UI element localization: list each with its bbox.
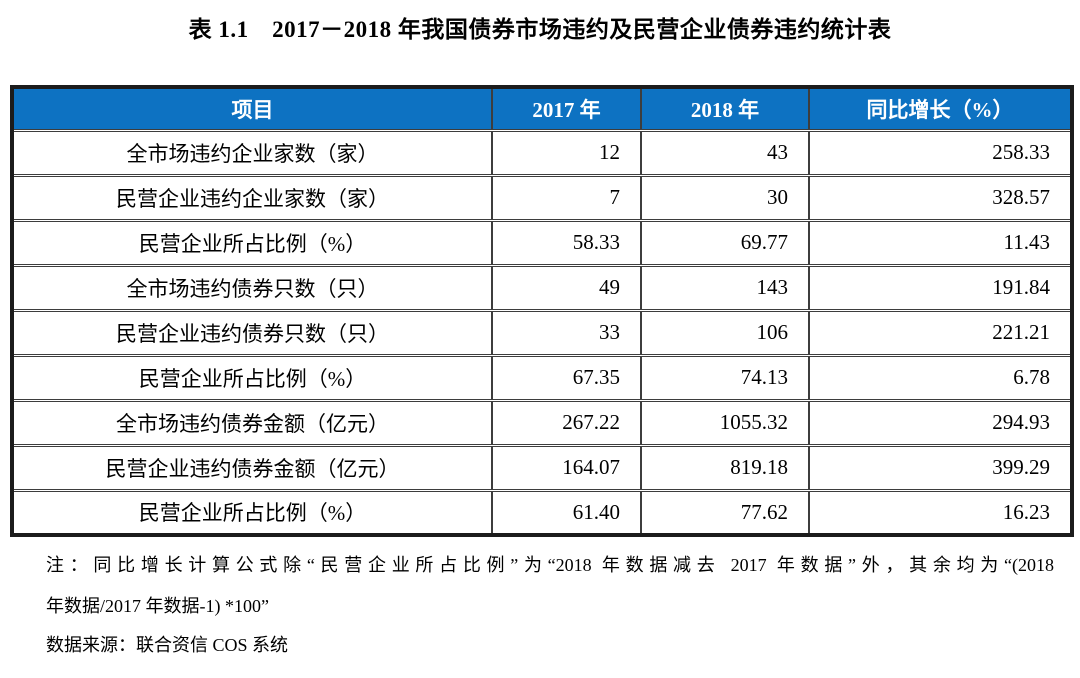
row-label: 民营企业所占比例（%） — [11, 353, 493, 402]
cell-2018: 77.62 — [640, 488, 810, 537]
cell-growth: 221.21 — [808, 308, 1073, 357]
table-row: 民营企业违约企业家数（家） 7 30 328.57 — [11, 173, 1073, 222]
cell-growth: 11.43 — [808, 218, 1073, 267]
cell-2017: 7 — [491, 173, 642, 222]
statistics-table: 项目 2017 年 2018 年 同比增长（%） 全市场违约企业家数（家） 12… — [10, 85, 1074, 537]
cell-2018: 819.18 — [640, 443, 810, 492]
table-row: 全市场违约债券只数（只） 49 143 191.84 — [11, 263, 1073, 312]
cell-growth: 294.93 — [808, 398, 1073, 447]
table-row: 民营企业所占比例（%） 67.35 74.13 6.78 — [11, 353, 1073, 402]
cell-2018: 43 — [640, 128, 810, 177]
table-row: 民营企业违约债券金额（亿元） 164.07 819.18 399.29 — [11, 443, 1073, 492]
table-notes: 注：同比增长计算公式除“民营企业所占比例”为“2018 年数据减去 2017 年… — [46, 550, 1054, 659]
note-line-2: 年数据/2017 年数据-1) *100” — [46, 596, 269, 616]
cell-2018: 69.77 — [640, 218, 810, 267]
row-label: 民营企业所占比例（%） — [11, 218, 493, 267]
col-header-growth: 同比增长（%） — [808, 86, 1073, 131]
cell-growth: 6.78 — [808, 353, 1073, 402]
cell-2017: 267.22 — [491, 398, 642, 447]
cell-growth: 16.23 — [808, 488, 1073, 537]
cell-2017: 58.33 — [491, 218, 642, 267]
cell-2017: 61.40 — [491, 488, 642, 537]
row-label: 民营企业违约债券金额（亿元） — [11, 443, 493, 492]
cell-2018: 1055.32 — [640, 398, 810, 447]
document-page: 表 1.1 2017－2018 年我国债券市场违约及民营企业债券违约统计表 项目… — [0, 10, 1080, 678]
row-label: 全市场违约债券只数（只） — [11, 263, 493, 312]
cell-2018: 74.13 — [640, 353, 810, 402]
col-header-2018: 2018 年 — [640, 86, 810, 131]
row-label: 全市场违约企业家数（家） — [11, 128, 493, 177]
cell-2017: 33 — [491, 308, 642, 357]
row-label: 民营企业违约债券只数（只） — [11, 308, 493, 357]
cell-growth: 258.33 — [808, 128, 1073, 177]
cell-growth: 399.29 — [808, 443, 1073, 492]
table-row: 全市场违约企业家数（家） 12 43 258.33 — [11, 128, 1073, 177]
row-label: 全市场违约债券金额（亿元） — [11, 398, 493, 447]
cell-2018: 143 — [640, 263, 810, 312]
table-row: 民营企业所占比例（%） 61.40 77.62 16.23 — [11, 488, 1073, 537]
cell-2017: 12 — [491, 128, 642, 177]
cell-growth: 328.57 — [808, 173, 1073, 222]
header-row: 项目 2017 年 2018 年 同比增长（%） — [11, 86, 1073, 131]
data-source: 数据来源：联合资信 COS 系统 — [46, 635, 289, 655]
cell-2018: 106 — [640, 308, 810, 357]
cell-2018: 30 — [640, 173, 810, 222]
cell-2017: 67.35 — [491, 353, 642, 402]
col-header-2017: 2017 年 — [491, 86, 642, 131]
table-row: 民营企业违约债券只数（只） 33 106 221.21 — [11, 308, 1073, 357]
table-row: 全市场违约债券金额（亿元） 267.22 1055.32 294.93 — [11, 398, 1073, 447]
row-label: 民营企业所占比例（%） — [11, 488, 493, 537]
table-row: 民营企业所占比例（%） 58.33 69.77 11.43 — [11, 218, 1073, 267]
cell-growth: 191.84 — [808, 263, 1073, 312]
note-line-1: 注：同比增长计算公式除“民营企业所占比例”为“2018 年数据减去 2017 年… — [46, 555, 1054, 575]
col-header-item: 项目 — [11, 86, 493, 131]
row-label: 民营企业违约企业家数（家） — [11, 173, 493, 222]
cell-2017: 164.07 — [491, 443, 642, 492]
table-title: 表 1.1 2017－2018 年我国债券市场违约及民营企业债券违约统计表 — [188, 17, 892, 42]
cell-2017: 49 — [491, 263, 642, 312]
